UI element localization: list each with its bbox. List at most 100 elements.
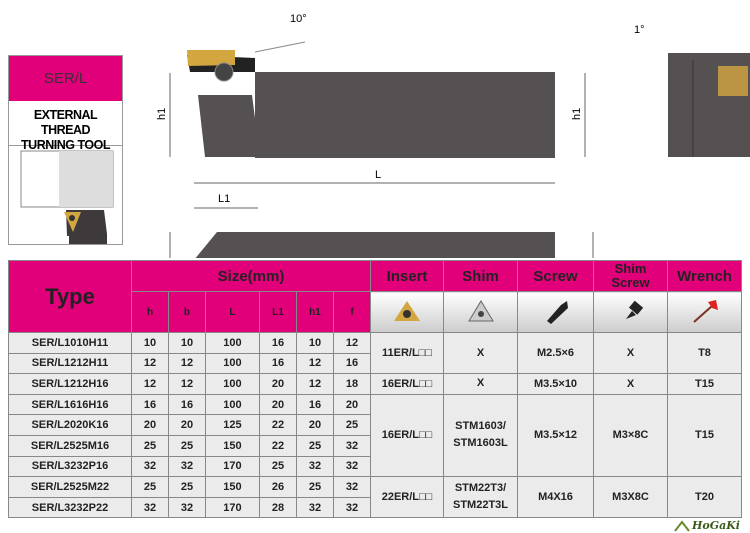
end-view	[668, 53, 750, 157]
size-cell: 150	[204, 434, 261, 457]
size-cell: 20	[167, 414, 206, 436]
wrench-icon	[667, 291, 742, 333]
dim-L1: L1	[218, 193, 230, 205]
type-cell: SER/L1212H16	[8, 373, 132, 395]
size-cell: 22	[259, 434, 297, 457]
size-cell: 32	[167, 455, 206, 478]
size-cell: 20	[332, 393, 372, 416]
shim-header: Shim	[443, 260, 518, 292]
wrench-cell: T15	[667, 373, 742, 395]
top-view	[195, 232, 555, 258]
shim-screw-header: Shim Screw	[593, 260, 668, 292]
angle-1: 1°	[634, 24, 645, 36]
size-cell: 150	[204, 476, 261, 498]
watermark-logo: HoGaKi	[668, 519, 746, 533]
size-cell: 12	[167, 373, 206, 395]
table-row: SER/L3232P16 32 32 170 25 32 32	[8, 455, 742, 478]
size-cell: 12	[167, 352, 206, 375]
insert-cell: 16ER/L□□	[370, 373, 444, 395]
type-cell: SER/L2525M22	[8, 476, 132, 498]
size-cell: 16	[167, 393, 206, 416]
shim-cell: STM22T3/ STM22T3L	[443, 476, 518, 519]
shim-cell: STM1603/ STM1603L	[443, 393, 518, 478]
size-header: Size(mm)	[131, 260, 371, 292]
insert-cell: 22ER/L□□	[370, 476, 444, 519]
insert-cell: 11ER/L□□	[370, 331, 444, 375]
size-cell: 25	[295, 434, 334, 457]
size-col-h: h	[131, 291, 169, 333]
size-cell: 32	[131, 496, 169, 519]
shim-screw-cell: M3X8C	[593, 476, 668, 519]
shim-screw-cell: M3×8C	[593, 393, 668, 478]
size-cell: 16	[332, 352, 372, 375]
spec-table: Type Size(mm) Insert Shim Screw Shim Scr…	[8, 260, 742, 519]
size-cell: 16	[259, 332, 297, 354]
size-cell: 100	[204, 332, 261, 354]
size-cell: 170	[204, 496, 261, 519]
house-logo-icon	[674, 520, 690, 532]
screw-cell: M3.5×12	[517, 393, 594, 478]
size-cell: 25	[131, 434, 169, 457]
size-cell: 32	[332, 434, 372, 457]
size-cell: 25	[295, 476, 334, 498]
size-cell: 32	[332, 476, 372, 498]
wrench-cell: T20	[667, 476, 742, 519]
size-col-h1: h1	[295, 291, 334, 333]
size-cell: 32	[295, 496, 334, 519]
size-col-L: L	[204, 291, 261, 333]
shim-screw-cell: X	[593, 331, 668, 375]
size-cell: 32	[167, 496, 206, 519]
size-col-b: b	[167, 291, 206, 333]
screw-header: Screw	[517, 260, 594, 292]
size-cell: 125	[204, 414, 261, 436]
size-cell: 20	[295, 414, 334, 436]
size-cell: 12	[332, 332, 372, 354]
size-col-f: f	[332, 291, 372, 333]
angle-10: 10°	[290, 13, 307, 25]
size-cell: 25	[167, 476, 206, 498]
size-cell: 20	[131, 414, 169, 436]
size-cell: 28	[259, 496, 297, 519]
insert-cell: 16ER/L□□	[370, 393, 444, 478]
size-cell: 20	[259, 373, 297, 395]
size-cell: 25	[259, 455, 297, 478]
tool-usage-illustration	[20, 150, 114, 244]
screw-cell: M3.5×10	[517, 373, 594, 395]
screw-cell: M4X16	[517, 476, 594, 519]
table-row: SER/L3232P22 32 32 170 28 32 32	[8, 496, 742, 519]
size-cell: 16	[259, 352, 297, 375]
wrench-cell: T8	[667, 331, 742, 375]
size-cell: 170	[204, 455, 261, 478]
table-row: SER/L1212H16 12 12 100 20 12 18 16ER/L□□ X M3.5×1…	[8, 373, 742, 395]
size-cell: 25	[332, 414, 372, 436]
size-cell: 32	[295, 455, 334, 478]
screw-cell: M2.5×6	[517, 331, 594, 375]
table-row: SER/L1010H11 10 10 100 16 10 12 11ER/L□□ X M2.5×6…	[8, 331, 742, 375]
size-cell: 22	[259, 414, 297, 436]
size-cell: 10	[131, 332, 169, 354]
size-cell: 12	[131, 352, 169, 375]
type-cell: SER/L1212H11	[8, 352, 132, 375]
screw-icon	[517, 291, 594, 333]
insert-header: Insert	[370, 260, 444, 292]
type-cell: SER/L1010H11	[8, 332, 132, 354]
size-cell: 32	[332, 455, 372, 478]
type-cell: SER/L2020K16	[8, 414, 132, 436]
tool-drawing: 10° h1 h1 L L1 f b 1°	[156, 13, 750, 258]
size-col-L1: L1	[259, 291, 297, 333]
tool-label-card: SER/L EXTERNAL THREAD TURNING TOOL	[8, 55, 123, 245]
tool-code: SER/L	[9, 56, 122, 101]
size-cell: 12	[131, 373, 169, 395]
size-cell: 18	[332, 373, 372, 395]
shim-screw-cell: X	[593, 373, 668, 395]
table-row: SER/L2525M16 25 25 150 22 25 32	[8, 434, 742, 457]
size-cell: 12	[295, 352, 334, 375]
size-cell: 16	[295, 393, 334, 416]
dim-h1-left: h1	[156, 108, 168, 120]
insert-icon	[370, 291, 444, 333]
size-cell: 10	[167, 332, 206, 354]
type-header: Type	[8, 260, 132, 333]
size-cell: 16	[131, 393, 169, 416]
size-cell: 100	[204, 393, 261, 416]
size-cell: 32	[131, 455, 169, 478]
